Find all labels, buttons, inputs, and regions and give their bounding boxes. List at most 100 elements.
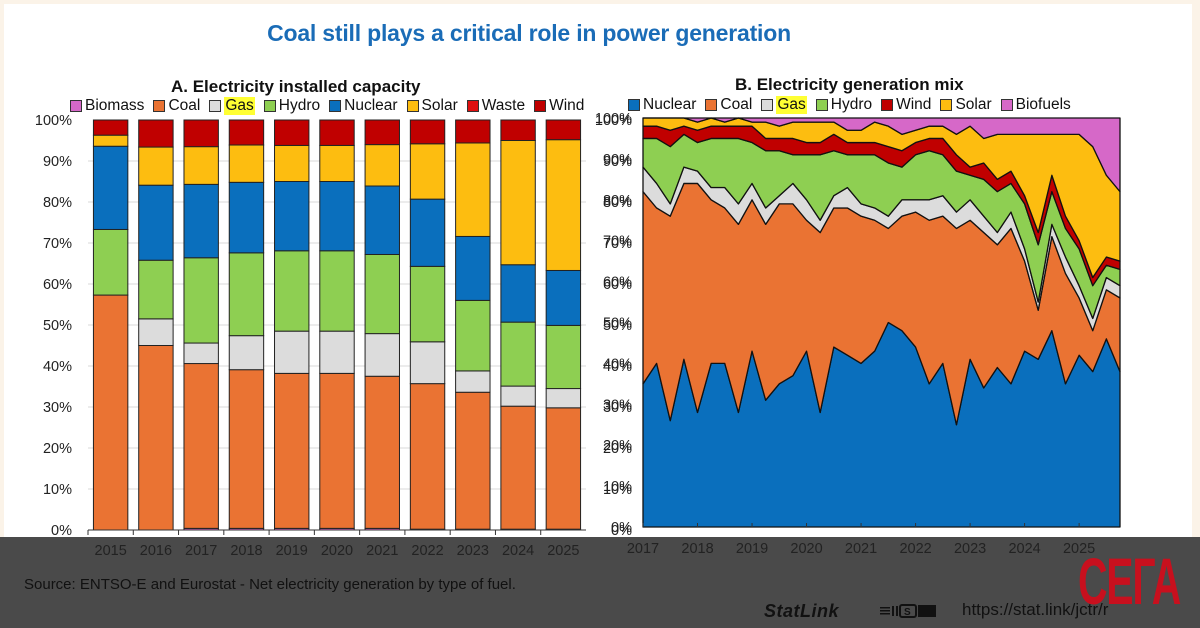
bar-wind-2023 bbox=[455, 119, 491, 144]
legend-label-hydro: Hydro bbox=[278, 97, 321, 114]
x-tick-label: 2017 bbox=[627, 541, 659, 557]
legend-swatch-biomass bbox=[70, 100, 82, 112]
legend-item-nuclear: Nuclear bbox=[329, 97, 398, 115]
bar-gas-2022 bbox=[409, 341, 446, 385]
x-tick-label: 2021 bbox=[366, 543, 398, 559]
legend-item-solar: Solar bbox=[406, 97, 458, 115]
x-tick-label: 2022 bbox=[411, 543, 443, 559]
legend-label-wind: Wind bbox=[896, 96, 932, 113]
legend-swatch-gas bbox=[761, 99, 774, 111]
bar-solar-2023 bbox=[455, 142, 491, 237]
legend-swatch-hydro bbox=[263, 100, 276, 112]
legend-swatch-gas bbox=[209, 100, 222, 112]
headline: Coal still plays a critical role in powe… bbox=[0, 20, 900, 47]
bar-coal-2022 bbox=[409, 383, 446, 530]
bar-coal-2016 bbox=[138, 345, 174, 531]
x-tick-label: 2023 bbox=[457, 543, 489, 559]
y-tick-label: 80% bbox=[603, 193, 632, 209]
x-tick-label: 2023 bbox=[954, 541, 986, 557]
legend-item-hydro: Hydro bbox=[263, 97, 321, 115]
x-tick-label: 2015 bbox=[95, 543, 127, 559]
legend-label-gas: Gas bbox=[776, 96, 807, 114]
x-tick-label: 2020 bbox=[790, 541, 822, 557]
legend-item-wind: Wind bbox=[534, 97, 584, 115]
legend-label-hydro: Hydro bbox=[830, 96, 873, 113]
y-tick-label: 0% bbox=[611, 520, 632, 536]
x-tick-label: 2021 bbox=[845, 541, 877, 557]
x-tick-label: 2025 bbox=[1063, 541, 1095, 557]
bar-nuclear-2017 bbox=[183, 183, 219, 259]
y-tick-right: 70% bbox=[603, 236, 632, 252]
bar-nuclear-2018 bbox=[228, 181, 265, 254]
y-tick-right: 90% bbox=[603, 154, 632, 170]
y-tick-left: 100% bbox=[35, 113, 72, 129]
y-tick-right: 40% bbox=[603, 359, 632, 375]
legend-swatch-coal bbox=[153, 100, 166, 112]
x-tick-label: 2018 bbox=[230, 543, 262, 559]
y-tick-right: 80% bbox=[603, 195, 632, 211]
bar-nuclear-2016 bbox=[138, 184, 174, 261]
legend-item-waste: Waste bbox=[466, 97, 525, 115]
headline-text: Coal still plays a critical role in powe… bbox=[267, 20, 791, 46]
footer-band bbox=[0, 537, 1200, 628]
legend-item-biofuels: Biofuels bbox=[1000, 96, 1071, 114]
legend-label-nuclear: Nuclear bbox=[344, 97, 398, 114]
bar-coal-2023 bbox=[455, 391, 491, 530]
y-tick-label: 20% bbox=[603, 438, 632, 454]
source-note: Source: ENTSO-E and Eurostat - Net elect… bbox=[24, 576, 516, 593]
y-tick-left: 90% bbox=[43, 154, 72, 170]
y-tick-left: 70% bbox=[43, 236, 72, 252]
statlink-logo-icon: S bbox=[880, 604, 936, 618]
area-biofuels bbox=[642, 117, 1121, 193]
y-tick-left: 60% bbox=[43, 277, 72, 293]
panel-a-title: A. Electricity installed capacity bbox=[171, 77, 421, 96]
bar-hydro-2022 bbox=[409, 265, 446, 343]
y-tick-left: 30% bbox=[43, 400, 72, 416]
legend-label-coal: Coal bbox=[168, 97, 201, 114]
panel-b-title: B. Electricity generation mix bbox=[735, 75, 964, 94]
bar-coal-2021 bbox=[364, 375, 400, 529]
brand-logo: СЕГА bbox=[1078, 544, 1181, 618]
y-tick-right: 30% bbox=[603, 400, 632, 416]
bar-nuclear-2019 bbox=[274, 181, 310, 252]
bar-coal-2025 bbox=[545, 407, 582, 530]
y-tick-right: 0% bbox=[611, 523, 632, 539]
bar-hydro-2025 bbox=[545, 324, 582, 390]
legend-item-wind: Wind bbox=[881, 96, 931, 114]
legend-swatch-wind bbox=[534, 100, 547, 112]
bar-coal-2019 bbox=[274, 372, 310, 529]
legend-label-biofuels: Biofuels bbox=[1015, 96, 1071, 113]
bar-nuclear-2023 bbox=[455, 235, 491, 301]
bar-gas-2018 bbox=[228, 335, 265, 371]
y-tick-label: 60% bbox=[603, 275, 632, 291]
bar-coal-2020 bbox=[319, 372, 355, 529]
x-tick-label: 2016 bbox=[140, 543, 172, 559]
legend-swatch-coal bbox=[705, 99, 718, 111]
statlink-url[interactable]: https://stat.link/jctr/r bbox=[962, 600, 1109, 619]
legend-item-biomass: Biomass bbox=[70, 97, 144, 115]
x-tick-label: 2022 bbox=[899, 541, 931, 557]
bar-wind-2018 bbox=[228, 119, 265, 146]
y-tick-right: 100% bbox=[595, 113, 632, 129]
bar-wind-2021 bbox=[364, 119, 400, 146]
y-tick-label: 90% bbox=[603, 152, 632, 168]
x-tick-label: 2019 bbox=[276, 543, 308, 559]
bar-coal-2024 bbox=[500, 405, 536, 530]
bar-solar-2018 bbox=[228, 144, 265, 183]
legend-label-solar: Solar bbox=[421, 97, 458, 114]
bar-wind-2020 bbox=[319, 119, 355, 146]
legend-label-gas: Gas bbox=[224, 97, 255, 115]
x-tick-label: 2017 bbox=[185, 543, 217, 559]
legend-swatch-solar bbox=[940, 99, 953, 111]
statlink-label[interactable]: StatLink bbox=[764, 601, 840, 621]
bar-hydro-2021 bbox=[364, 253, 400, 335]
legend-label-nuclear: Nuclear bbox=[643, 96, 697, 113]
legend-item-coal: Coal bbox=[705, 96, 752, 114]
y-tick-right: 10% bbox=[603, 482, 632, 498]
y-tick-right: 50% bbox=[603, 318, 632, 334]
legend-swatch-nuclear bbox=[628, 99, 640, 111]
y-tick-label: 70% bbox=[603, 234, 632, 250]
y-tick-left: 10% bbox=[43, 482, 72, 498]
